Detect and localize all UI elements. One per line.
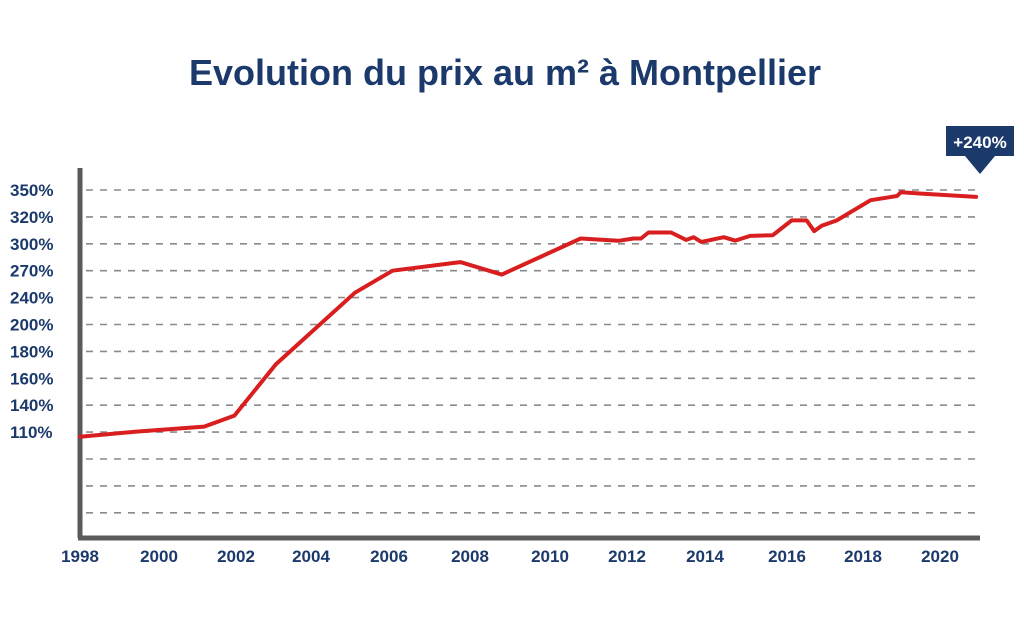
x-tick-label: 2006 <box>370 547 408 566</box>
x-tick-label: 2000 <box>140 547 178 566</box>
badge-label: +240% <box>953 133 1006 152</box>
y-tick-label: 160% <box>10 369 53 388</box>
x-tick-label: 2018 <box>844 547 882 566</box>
x-tick-label: 2014 <box>686 547 724 566</box>
x-tick-label: 2004 <box>292 547 330 566</box>
y-tick-label: 180% <box>10 342 53 361</box>
x-tick-label: 1998 <box>61 547 99 566</box>
series-line <box>78 190 979 439</box>
x-tick-label: 2016 <box>768 547 806 566</box>
y-tick-label: 110% <box>10 423 53 442</box>
y-tick-label: 140% <box>10 396 53 415</box>
x-tick-label: 2002 <box>217 547 255 566</box>
x-tick-label: 2008 <box>451 547 489 566</box>
x-tick-label: 2020 <box>921 547 959 566</box>
y-tick-label: 240% <box>10 289 53 308</box>
badge-shape <box>946 126 1014 174</box>
chart-title: Evolution du prix au m² à Montpellier <box>188 52 822 93</box>
y-tick-label: 320% <box>10 208 53 227</box>
x-tick-label: 2012 <box>608 547 646 566</box>
y-tick-label: 350% <box>10 181 53 200</box>
x-tick-label: 2010 <box>531 547 569 566</box>
y-tick-label: 300% <box>10 235 53 254</box>
y-tick-label: 270% <box>10 262 53 281</box>
y-tick-label: 200% <box>10 316 53 335</box>
